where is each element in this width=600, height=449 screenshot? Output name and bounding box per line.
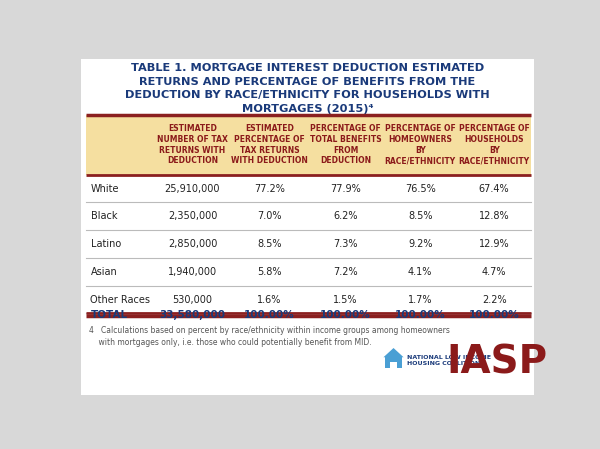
Text: 77.2%: 77.2% [254,184,285,194]
Text: 76.5%: 76.5% [405,184,436,194]
Text: 2.2%: 2.2% [482,295,506,304]
Text: ESTIMATED
PERCENTAGE OF
TAX RETURNS
WITH DEDUCTION: ESTIMATED PERCENTAGE OF TAX RETURNS WITH… [231,124,308,165]
Text: 7.2%: 7.2% [333,267,358,277]
Text: 6.2%: 6.2% [334,211,358,221]
Text: TABLE 1. MORTGAGE INTEREST DEDUCTION ESTIMATED
RETURNS AND PERCENTAGE OF BENEFIT: TABLE 1. MORTGAGE INTEREST DEDUCTION EST… [125,63,490,114]
Text: NATIONAL LOW INCOME
HOUSING COALITION: NATIONAL LOW INCOME HOUSING COALITION [407,355,491,366]
Text: 4   Calculations based on percent by race/ethnicity within income groups among h: 4 Calculations based on percent by race/… [89,326,450,347]
Text: 12.8%: 12.8% [479,211,509,221]
Polygon shape [383,348,404,357]
Text: 100.00%: 100.00% [469,310,520,320]
Text: 100.00%: 100.00% [395,310,446,320]
Text: 100.00%: 100.00% [244,310,295,320]
Text: 33,580,000: 33,580,000 [160,310,226,320]
Text: 7.3%: 7.3% [334,239,358,249]
Text: 8.5%: 8.5% [257,239,281,249]
Bar [385,357,402,368]
Text: Other Races: Other Races [91,295,151,304]
Text: 5.8%: 5.8% [257,267,281,277]
Text: Asian: Asian [91,267,117,277]
Text: 8.5%: 8.5% [408,211,433,221]
Text: 4.1%: 4.1% [408,267,433,277]
Text: ESTIMATED
NUMBER OF TAX
RETURNS WITH
DEDUCTION: ESTIMATED NUMBER OF TAX RETURNS WITH DED… [157,124,228,165]
Text: 25,910,000: 25,910,000 [165,184,220,194]
Text: PERCENTAGE OF
HOMEOWNERS
BY
RACE/ETHNICITY: PERCENTAGE OF HOMEOWNERS BY RACE/ETHNICI… [385,124,456,165]
Bar [86,114,531,175]
Text: Black: Black [91,211,117,221]
Text: 530,000: 530,000 [172,295,212,304]
Text: White: White [91,184,119,194]
Text: 1.5%: 1.5% [334,295,358,304]
Text: 1,940,000: 1,940,000 [168,267,217,277]
Text: 4.7%: 4.7% [482,267,506,277]
Text: 9.2%: 9.2% [408,239,433,249]
Text: 7.0%: 7.0% [257,211,281,221]
Text: TOTAL: TOTAL [91,310,128,320]
Text: 1.6%: 1.6% [257,295,281,304]
Text: 2,350,000: 2,350,000 [168,211,217,221]
Text: 77.9%: 77.9% [330,184,361,194]
Text: IASP: IASP [447,343,548,382]
Text: PERCENTAGE OF
TOTAL BENEFITS
FROM
DEDUCTION: PERCENTAGE OF TOTAL BENEFITS FROM DEDUCT… [310,124,382,165]
Text: 12.9%: 12.9% [479,239,509,249]
Text: Latino: Latino [91,239,121,249]
Bar [391,362,397,368]
Text: 1.7%: 1.7% [408,295,433,304]
Text: PERCENTAGE OF
HOUSEHOLDS
BY
RACE/ETHNICITY: PERCENTAGE OF HOUSEHOLDS BY RACE/ETHNICI… [458,124,530,165]
Text: 67.4%: 67.4% [479,184,509,194]
Text: 2,850,000: 2,850,000 [168,239,217,249]
Text: 100.00%: 100.00% [320,310,371,320]
